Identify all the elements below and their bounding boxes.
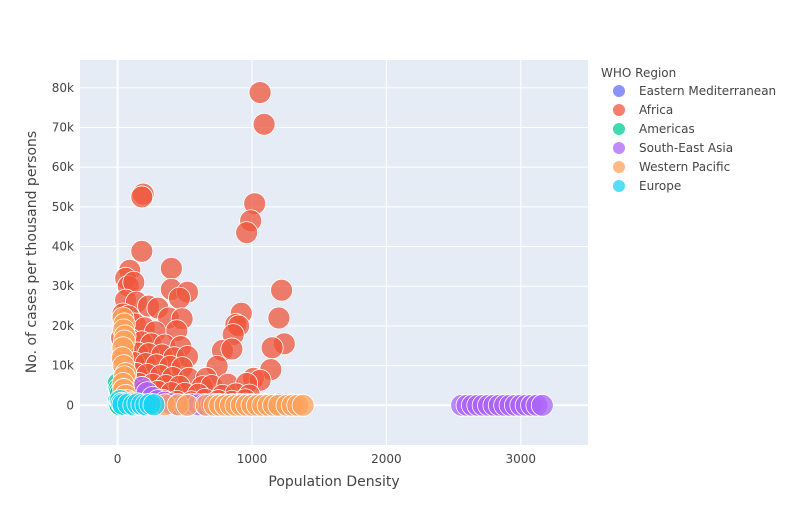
series-5 <box>108 389 166 417</box>
y-tick-label: 80k <box>52 81 74 95</box>
legend-label: South-East Asia <box>639 141 733 155</box>
data-point[interactable] <box>530 393 554 417</box>
x-tick-label: 1000 <box>237 452 268 466</box>
x-tick-label: 0 <box>114 452 122 466</box>
legend-item[interactable]: Americas <box>613 122 695 136</box>
data-point[interactable] <box>270 278 293 302</box>
legend-marker <box>613 142 625 154</box>
x-tick-label: 2000 <box>371 452 402 466</box>
legend-marker <box>613 161 625 173</box>
legend: Eastern Mediterranean Africa Americas South… <box>613 84 776 193</box>
legend-label: Europe <box>639 179 681 193</box>
legend-marker <box>613 104 625 116</box>
x-tick-label: 3000 <box>506 452 537 466</box>
data-point[interactable] <box>159 256 183 280</box>
axis-layer: 0 1000 2000 3000 0 10k 20k 30k 40k 50k 60k 70k 80k <box>52 81 536 466</box>
legend-item[interactable]: Europe <box>613 179 681 193</box>
legend-label: Americas <box>639 122 695 136</box>
data-point[interactable] <box>130 185 154 209</box>
y-tick-label: 70k <box>52 120 74 134</box>
y-tick-label: 60k <box>52 160 74 174</box>
legend-item[interactable]: South-East Asia <box>613 141 733 155</box>
legend-label: Eastern Mediterranean <box>639 84 776 98</box>
data-point[interactable] <box>130 239 154 263</box>
data-point[interactable] <box>168 286 191 310</box>
legend-title: WHO Region <box>601 66 676 80</box>
y-tick-label: 0 <box>66 398 74 412</box>
data-point[interactable] <box>248 81 272 104</box>
legend-marker <box>613 123 625 135</box>
x-axis-title: Population Density <box>268 474 399 490</box>
legend-item[interactable]: Western Pacific <box>613 160 730 174</box>
data-point[interactable] <box>220 337 244 361</box>
legend-marker <box>613 180 625 192</box>
data-point[interactable] <box>260 336 284 360</box>
y-axis-title: No. of cases per thousand persons <box>24 131 40 373</box>
points-layer <box>106 81 554 417</box>
y-tick-label: 10k <box>52 359 74 373</box>
legend-marker <box>613 85 625 97</box>
data-point[interactable] <box>267 306 291 330</box>
y-tick-label: 50k <box>52 200 74 214</box>
data-point[interactable] <box>252 112 276 136</box>
y-tick-label: 30k <box>52 279 74 293</box>
data-point[interactable] <box>235 221 259 245</box>
data-point[interactable] <box>291 393 315 417</box>
data-point[interactable] <box>142 393 166 417</box>
y-tick-label: 20k <box>52 319 74 333</box>
legend-label: Africa <box>639 103 673 117</box>
legend-label: Western Pacific <box>639 160 730 174</box>
y-tick-label: 40k <box>52 240 74 254</box>
legend-item[interactable]: Africa <box>613 103 673 117</box>
legend-item[interactable]: Eastern Mediterranean <box>613 84 776 98</box>
